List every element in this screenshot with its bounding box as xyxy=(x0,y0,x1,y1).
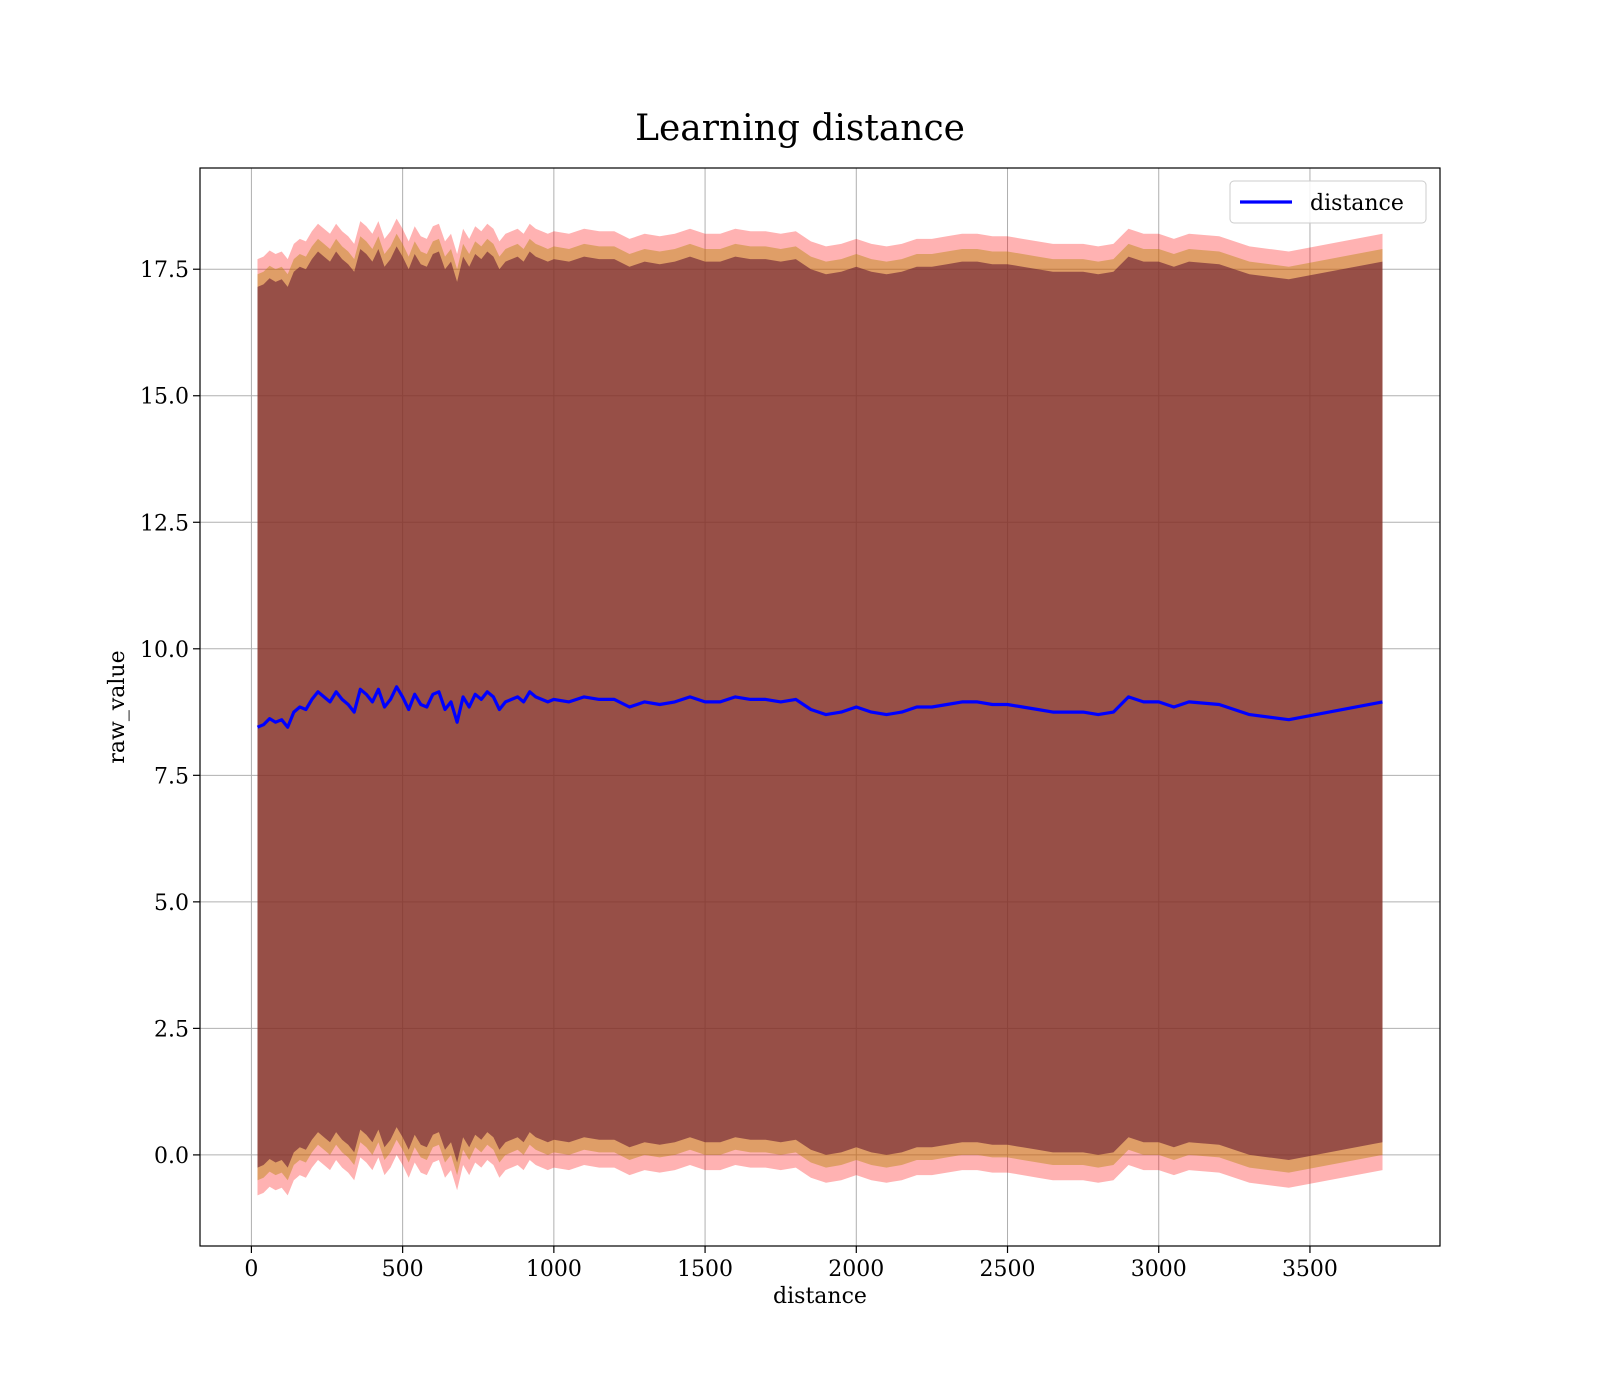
x-tick-label: 2000 xyxy=(828,1257,884,1282)
series-lines xyxy=(256,685,1383,729)
x-tick-label: 0 xyxy=(244,1257,258,1282)
legend: distance xyxy=(1229,180,1427,224)
x-tick-label: 3500 xyxy=(1282,1257,1338,1282)
legend-box xyxy=(1229,180,1427,224)
y-tick-label: 17.5 xyxy=(140,258,189,283)
x-tick-label: 1000 xyxy=(526,1257,582,1282)
y-tick-label: 10.0 xyxy=(140,638,189,663)
plot-frame xyxy=(199,167,1441,1247)
y-axis-label: raw_value xyxy=(105,650,130,763)
legend-label: distance xyxy=(1310,191,1404,216)
y-tick-label: 0.0 xyxy=(154,1144,189,1169)
ticks: 0 500 1000 1500 2000 2500 3000 3500 0.0 2.5 5.0 7.5… xyxy=(140,258,1338,1282)
y-tick-label: 2.5 xyxy=(154,1017,189,1042)
band-inner xyxy=(257,246,1383,1168)
series-line-distance xyxy=(256,685,1383,729)
y-tick-label: 15.0 xyxy=(140,385,189,410)
x-tick-label: 2500 xyxy=(980,1257,1036,1282)
y-tick-label: 12.5 xyxy=(140,511,189,536)
chart-title: Learning distance xyxy=(635,108,965,149)
x-axis-label: distance xyxy=(773,1284,867,1309)
x-tick-label: 3000 xyxy=(1131,1257,1187,1282)
y-tick-label: 7.5 xyxy=(154,764,189,789)
y-tick-label: 5.0 xyxy=(154,891,189,916)
bands xyxy=(257,218,1383,1196)
x-tick-label: 1500 xyxy=(677,1257,733,1282)
x-tick-label: 500 xyxy=(382,1257,424,1282)
